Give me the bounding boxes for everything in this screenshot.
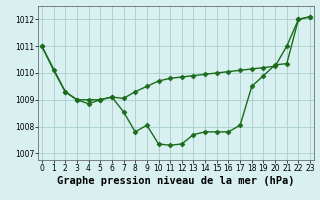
- X-axis label: Graphe pression niveau de la mer (hPa): Graphe pression niveau de la mer (hPa): [57, 176, 295, 186]
